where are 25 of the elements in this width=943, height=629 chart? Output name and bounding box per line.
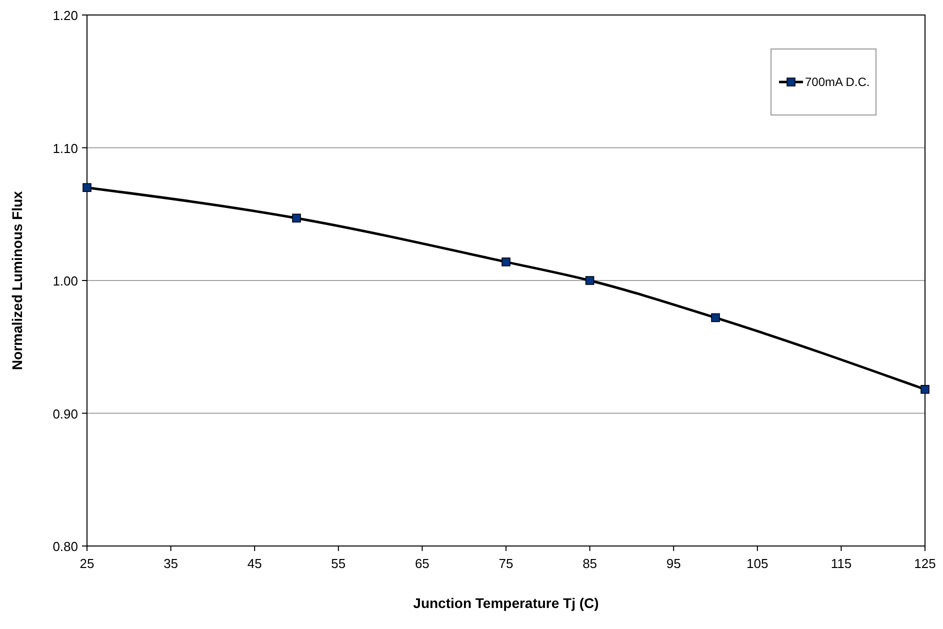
x-tick-label: 125 bbox=[914, 556, 936, 571]
x-tick-label: 115 bbox=[830, 556, 852, 571]
x-tick-label: 95 bbox=[666, 556, 681, 571]
point bbox=[711, 313, 720, 322]
y-tick-label: 1.10 bbox=[52, 140, 78, 156]
legend-label: 700mA D.C. bbox=[805, 75, 870, 89]
x-tick-label: 65 bbox=[414, 556, 430, 571]
y-axis-title: Normalized Luminous Flux bbox=[9, 190, 25, 370]
y-tick-label: 1.00 bbox=[52, 274, 78, 288]
point bbox=[292, 214, 301, 223]
x-tick-label: 85 bbox=[582, 556, 598, 571]
y-tick-label: 0.90 bbox=[52, 406, 78, 422]
point bbox=[502, 258, 510, 266]
point bbox=[82, 183, 92, 192]
x-tick-label: 105 bbox=[746, 556, 768, 571]
x-tick-label: 35 bbox=[164, 556, 178, 571]
point bbox=[920, 384, 930, 394]
x-tick-label: 25 bbox=[80, 556, 94, 571]
x-axis-title: Junction Temperature Tj (C) bbox=[413, 595, 599, 611]
y-tick-label: 1.20 bbox=[52, 8, 78, 23]
y-tick-label: 0.80 bbox=[52, 539, 78, 554]
x-tick-label: 55 bbox=[331, 556, 346, 571]
point bbox=[585, 276, 594, 285]
x-tick-label: 75 bbox=[498, 556, 514, 571]
x-tick-label: 45 bbox=[247, 556, 262, 571]
